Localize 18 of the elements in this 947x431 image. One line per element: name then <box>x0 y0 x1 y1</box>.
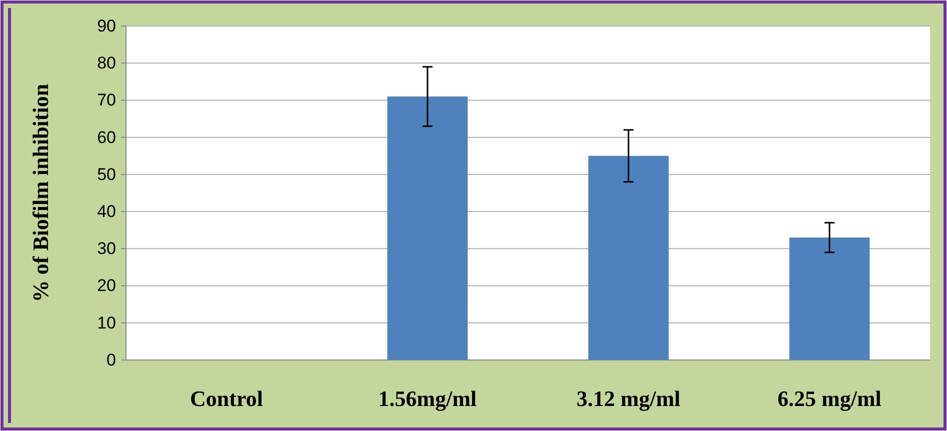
x-tick-label: 6.25 mg/ml <box>778 386 882 411</box>
y-tick-label: 20 <box>97 276 116 296</box>
y-tick-label: 0 <box>106 350 116 370</box>
y-tick-label: 10 <box>97 313 116 332</box>
x-tick-label: 1.56mg/ml <box>378 386 477 411</box>
y-tick-label: 80 <box>97 54 116 73</box>
y-tick-label: 40 <box>97 202 116 221</box>
bar <box>387 96 468 360</box>
bar <box>789 238 870 360</box>
y-tick-label: 60 <box>97 128 116 147</box>
y-tick-label: 70 <box>97 90 116 110</box>
x-tick-label: Control <box>190 386 263 411</box>
y-tick-label: 50 <box>97 164 116 184</box>
y-tick-label: 90 <box>97 16 116 36</box>
y-axis-title: % of Biofilm inhibition <box>28 84 53 302</box>
x-tick-label: 3.12 mg/ml <box>576 386 680 411</box>
bar <box>588 156 669 360</box>
y-tick-label: 30 <box>97 239 116 258</box>
